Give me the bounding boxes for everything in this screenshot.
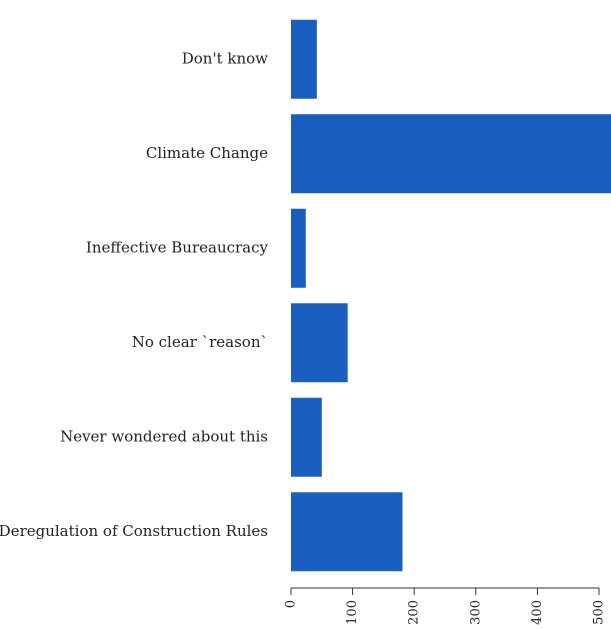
category-label: Ineffective Bureaucracy	[86, 238, 269, 256]
category-label: Deregulation of Construction Rules	[0, 522, 268, 540]
x-tick-label: 100	[345, 600, 360, 625]
x-tick-label: 400	[530, 600, 545, 625]
x-tick-label: 0	[284, 600, 299, 608]
x-tick-label: 300	[468, 600, 483, 625]
bar-climate-change	[291, 114, 611, 194]
bar-deregulation-of-construction-rules	[291, 492, 403, 572]
bar-no-clear-reason	[291, 303, 348, 383]
category-label: Never wondered about this	[60, 427, 268, 445]
plot-area	[291, 19, 611, 572]
category-labels: Don't know Climate Change Ineffective Bure…	[0, 49, 269, 540]
x-axis: 0 100 200 300 400 500	[284, 587, 607, 625]
x-tick-label: 500	[592, 600, 607, 625]
bar-never-wondered-about-this	[291, 397, 322, 477]
x-tick-label: 200	[407, 600, 422, 625]
bar-don-t-know	[291, 19, 317, 99]
category-label: Don't know	[182, 49, 268, 67]
bar-ineffective-bureaucracy	[291, 208, 306, 288]
category-label: No clear `reason`	[132, 333, 268, 351]
category-label: Climate Change	[146, 144, 268, 162]
